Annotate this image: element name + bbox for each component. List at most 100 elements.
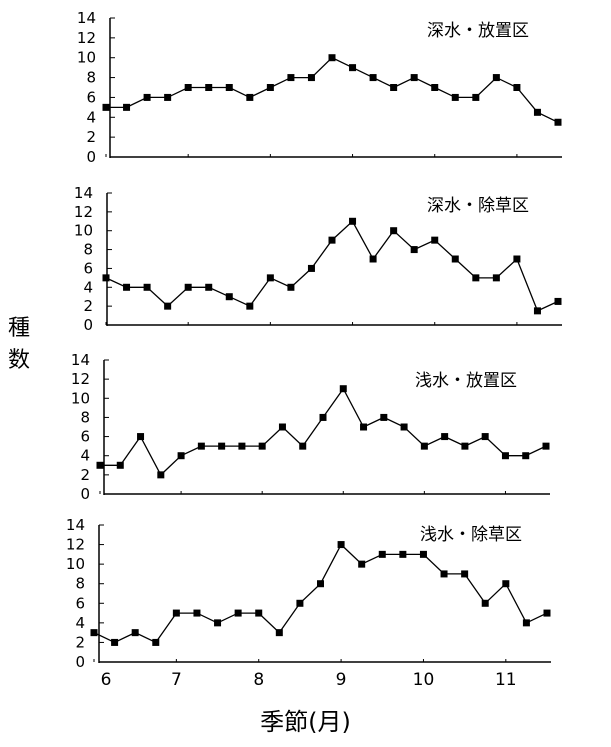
panel-1-data-point [513,84,521,91]
panel-2-title: 深水・除草区 [427,196,529,216]
panel-3-y-tick-label: 4 [80,447,90,465]
panel-2-data-point [184,283,192,291]
panel-2-y-tick-label: 14 [74,184,93,202]
x-tick-label: 9 [336,670,347,690]
panel-1-y-tick-label: 14 [77,9,96,27]
x-tick-label: 10 [413,670,435,690]
panel-4-data-point [358,560,366,568]
panel-2-y-tick-label: 10 [74,222,93,240]
panel-1-data-point [369,74,377,82]
panel-2-data-point [246,302,254,310]
panel-1-y-tick-label: 12 [77,29,96,47]
panel-4-data-point [152,638,160,646]
panel-1-data-point [123,103,131,111]
panel-3-data-point [238,442,246,450]
panel-2-data-point [205,283,213,291]
panel-4-data-point [317,580,324,588]
panel-3-y-tick-label: 0 [80,485,90,503]
panel-4-data-point [337,541,345,549]
panel-4-y-tick-label: 12 [66,536,85,554]
panel-3-series-line [100,387,547,476]
panel-4-data-point [481,599,489,607]
panel-1-data-point [349,64,357,72]
panel-4-data-point [296,599,304,607]
panel-2-data-point [492,274,500,282]
panel-4-y-tick-label: 14 [66,516,85,534]
panel-3-data-point [177,452,185,460]
panel-2-data-point [431,236,439,244]
panel-4-data-point [193,609,201,617]
panel-4-y-tick-label: 6 [75,594,85,612]
panel-2-y-tick-label: 2 [83,297,93,315]
panel-1-data-point [451,93,459,101]
panel-4-series-line [93,543,548,644]
panel-4-data-point [111,638,119,646]
panel-4-y-tick-label: 0 [75,653,85,671]
panel-4-data-point [399,550,407,558]
panel-3-data-point [319,413,327,421]
panel-4-data-point [543,609,551,617]
panel-3-data-point [461,442,469,450]
panel-2-y-tick-label: 12 [74,203,93,221]
panel-3-y-tick-label: 2 [80,466,90,484]
panel-1-data-point [143,93,151,101]
panel-2-data-point [349,217,357,225]
panel-4-data-point [522,619,530,627]
panel-4-data-point [90,629,98,637]
panel-2-data-point [451,255,459,263]
panel-3-data-point [137,433,145,441]
panel-4-data-point [440,570,448,578]
panel-1-data-point [472,93,480,101]
panel-2-data-point [123,283,131,291]
panel-1-data-point [205,84,213,91]
panel-3-data-point [218,442,226,450]
panel-3-data-point [360,423,368,431]
panel-1-data-point [533,108,541,116]
panel-2-data-point [369,255,377,263]
y-axis-label-char-2: 数 [8,348,31,373]
panel-3-data-point [380,413,388,421]
panel-3-y-tick-label: 14 [71,351,90,369]
panel-1-data-point [266,84,274,91]
panel-2-y-tick-label: 6 [83,259,93,277]
panel-1-series-line [106,56,559,123]
panel-4-data-point [172,609,180,617]
panel-1-y-tick-label: 8 [86,69,96,87]
panel-3-y-tick-label: 8 [80,408,90,426]
panel-4-data-point [461,570,469,578]
panel-4-y-tick-label: 8 [75,575,85,593]
panel-2-data-point [533,307,541,315]
panel-2-y-tick-label: 4 [83,278,93,296]
y-axis-label-char-1: 種 [8,316,31,341]
panel-3-title: 浅水・放置区 [415,371,517,391]
panel-3-data-point [278,423,286,431]
panel-3-data-point [441,433,449,441]
panel-1-data-point [246,93,254,101]
panel-1-data-point [492,74,500,82]
panel-1-y-tick-label: 2 [86,128,96,146]
panel-3-data-point [481,433,489,441]
panel-3-data-point [339,385,347,393]
panel-4-data-point [502,580,510,588]
panel-3-y-tick-label: 6 [80,428,90,446]
panel-3-data-point [522,452,530,460]
panel-1-y-tick-label: 4 [86,108,96,126]
panel-2-data-point [328,236,336,244]
panel-3-data-point [258,442,266,450]
panel-3-data-point [299,442,307,450]
panel-3-data-point [542,442,550,450]
panel-2-data-point [225,293,233,301]
panel-2-y-tick-label: 8 [83,241,93,259]
panel-3-data-point [501,452,509,460]
panel-2-data-point [472,274,480,282]
panel-1-y-tick-label: 10 [77,49,96,67]
panel-3-data-point [420,442,428,450]
panel-3-y-tick-label: 12 [71,370,90,388]
panel-4-data-point [378,550,386,558]
panel-2-data-point [266,274,274,282]
panel-2-data-point [390,227,398,235]
panel-1-data-point [390,84,398,91]
panel-2-series-line [105,220,559,312]
panel-1-data-point [184,84,192,91]
